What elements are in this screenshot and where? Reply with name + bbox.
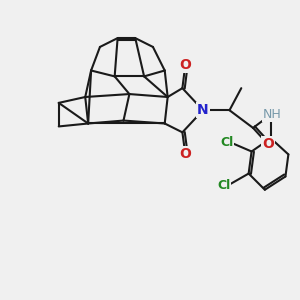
Text: Cl: Cl <box>220 136 233 149</box>
Text: NH: NH <box>263 108 282 121</box>
Text: O: O <box>262 137 274 151</box>
Text: O: O <box>179 147 191 161</box>
Text: N: N <box>197 103 209 117</box>
Text: Cl: Cl <box>217 179 230 192</box>
Text: O: O <box>179 58 191 72</box>
